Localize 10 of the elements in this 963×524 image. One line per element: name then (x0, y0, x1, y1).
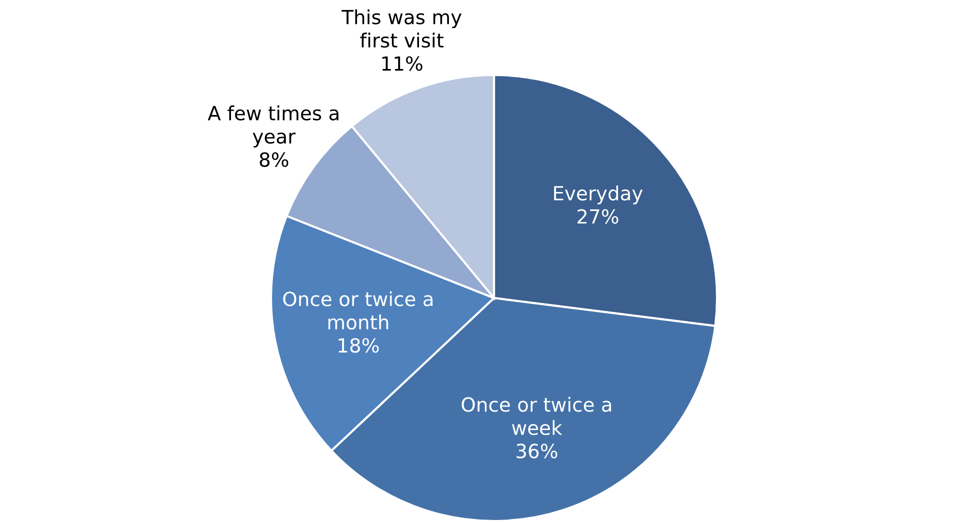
data-label: 11% (382, 56, 422, 71)
slice-label: This was my first visit (342, 9, 462, 48)
slice-label: A few times a year (208, 105, 338, 148)
slice-label: Once or twice a week (462, 396, 612, 436)
data-label: 36% (516, 444, 558, 458)
slice-label: Once or twice a month (283, 291, 433, 330)
slice-label: Everyday (554, 186, 643, 204)
data-label: 18% (338, 338, 379, 353)
data-label: 8% (260, 152, 288, 167)
data-label: 27% (578, 209, 618, 224)
